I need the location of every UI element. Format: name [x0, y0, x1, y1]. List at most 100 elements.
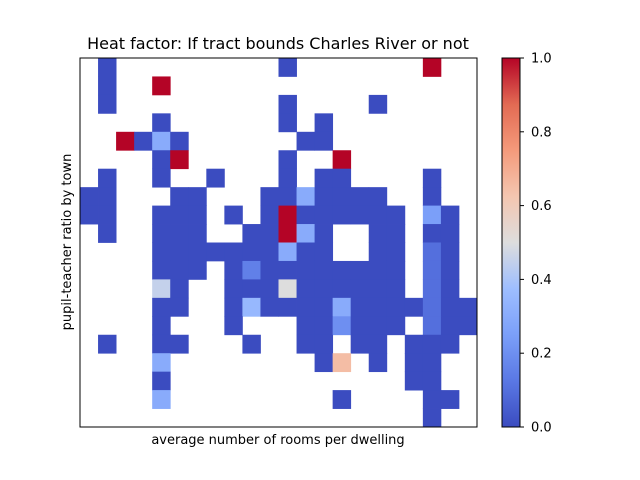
heatmap-cell	[314, 334, 334, 354]
heatmap-cell	[404, 353, 424, 373]
heatmap-cell	[440, 390, 460, 409]
heatmap-cell	[368, 242, 388, 262]
heatmap-cell	[278, 242, 297, 262]
heatmap-cell	[422, 316, 442, 336]
colorbar-tick-label: 0.6	[531, 199, 552, 214]
heatmap-cell	[440, 334, 460, 354]
heatmap-cell	[314, 131, 334, 151]
heatmap-cell	[152, 371, 171, 391]
heatmap-cell	[350, 297, 370, 317]
heatmap-cell	[224, 242, 243, 262]
heatmap-cell	[296, 187, 315, 206]
heatmap-cells	[80, 58, 478, 428]
heatmap-cell	[98, 94, 117, 114]
heatmap-cell	[314, 297, 334, 317]
heatmap-cell	[368, 353, 388, 373]
chart-title: Heat factor: If tract bounds Charles Riv…	[87, 34, 469, 53]
heatmap-cell	[242, 334, 261, 354]
heatmap-cell	[296, 224, 315, 243]
heatmap-cell	[278, 297, 297, 317]
heatmap-cell	[368, 334, 388, 354]
heatmap-cell	[224, 297, 243, 317]
heatmap-cell	[314, 187, 334, 206]
heatmap-cell	[152, 316, 171, 336]
heatmap-cell	[278, 187, 297, 206]
heatmap-cell	[368, 187, 388, 206]
x-axis-label: average number of rooms per dwelling	[151, 433, 404, 448]
heatmap-cell	[296, 334, 315, 354]
heatmap-cell	[188, 187, 207, 206]
heatmap-cell	[422, 334, 442, 354]
heatmap-cell	[296, 316, 315, 336]
heatmap-cell	[152, 168, 171, 188]
heatmap-cell	[386, 260, 406, 280]
heatmap-cell	[206, 168, 225, 188]
heatmap-cell	[98, 58, 117, 77]
heatmap-cell	[278, 260, 297, 280]
heatmap-cell	[80, 205, 99, 225]
heatmap-cell	[314, 260, 334, 280]
heatmap-cell	[422, 58, 442, 77]
heatmap-cell	[332, 187, 352, 206]
heatmap-cell	[278, 58, 297, 77]
heatmap-cell	[386, 205, 406, 225]
heatmap-cell	[98, 334, 117, 354]
heatmap-cell	[296, 242, 315, 262]
colorbar	[501, 57, 521, 428]
heatmap-cell	[386, 297, 406, 317]
colorbar-tick-label: 1.0	[531, 52, 552, 67]
heatmap-cell	[152, 279, 171, 299]
heatmap-cell	[152, 260, 171, 280]
heatmap-cell	[332, 150, 352, 170]
heatmap-cell	[170, 150, 189, 170]
heatmap-cell	[422, 168, 442, 188]
heatmap-cell	[152, 390, 171, 409]
heatmap-cell	[188, 260, 207, 280]
heatmap-cell	[422, 371, 442, 391]
heatmap-cell	[242, 260, 261, 280]
heatmap-cell	[350, 334, 370, 354]
heatmap-cell	[260, 297, 279, 317]
colorbar-ticks: 0.0 0.2 0.4 0.6 0.8 1.0	[520, 52, 552, 436]
heatmap-cell	[314, 113, 334, 133]
heatmap-cell	[98, 76, 117, 96]
heatmap-cell	[296, 205, 315, 225]
heatmap-cell	[152, 297, 171, 317]
heatmap-cell	[350, 316, 370, 336]
heatmap-cell	[170, 279, 189, 299]
heatmap-cell	[386, 316, 406, 336]
heatmap-cell	[440, 316, 460, 336]
heatmap-cell	[134, 131, 153, 151]
heatmap-cell	[170, 260, 189, 280]
heatmap-cell	[368, 94, 388, 114]
heatmap-cell	[458, 316, 478, 336]
heatmap-cell	[458, 297, 478, 317]
heatmap-cell	[440, 260, 460, 280]
heatmap-cell	[188, 242, 207, 262]
heatmap-cell	[404, 334, 424, 354]
heatmap-cell	[350, 205, 370, 225]
heatmap-cell	[422, 187, 442, 206]
heatmap-cell	[98, 224, 117, 243]
heatmap-cell	[260, 187, 279, 206]
heatmap-cell	[260, 242, 279, 262]
heatmap-cell	[368, 260, 388, 280]
heatmap-cell	[422, 390, 442, 409]
heatmap-cell	[152, 76, 171, 96]
heatmap-cell	[152, 353, 171, 373]
heatmap-cell	[368, 316, 388, 336]
heatmap-cell	[422, 408, 442, 428]
heatmap-cell	[440, 224, 460, 243]
heatmap-cell	[152, 224, 171, 243]
heatmap-cell	[440, 205, 460, 225]
heatmap-cell	[152, 131, 171, 151]
heatmap-cell	[170, 187, 189, 206]
heatmap-cell	[296, 297, 315, 317]
heatmap-cell	[368, 224, 388, 243]
heatmap-cell	[332, 390, 352, 409]
heatmap-cell	[422, 260, 442, 280]
heatmap-cell	[404, 371, 424, 391]
heatmap-cell	[170, 205, 189, 225]
heatmap-cell	[170, 131, 189, 151]
heatmap-cell	[422, 279, 442, 299]
